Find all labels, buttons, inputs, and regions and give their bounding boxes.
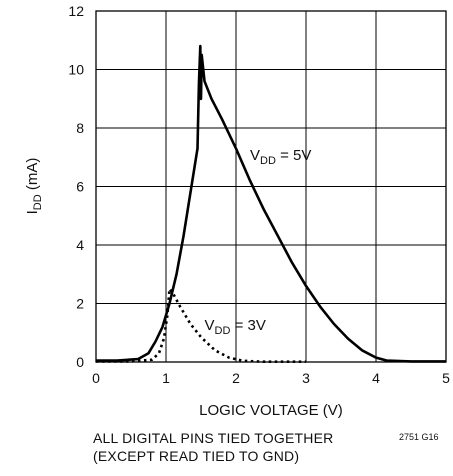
footnote-line-1: ALL DIGITAL PINS TIED TOGETHER [93,430,334,446]
x-tick-label-1: 1 [162,370,170,386]
y-axis-label: IDD (mA) [24,158,44,215]
y-tick-label-1: 2 [76,296,84,312]
footnote-line-2: (EXCEPT READ TIED TO GND) [93,448,300,464]
series-line-1 [96,287,306,363]
y-tick-label-2: 4 [76,237,84,253]
series-label-0: VDD = 5V [250,147,311,167]
series-label-1: VDD = 3V [205,317,266,337]
y-tick-label-4: 8 [76,120,84,136]
y-tick-label-5: 10 [68,62,84,78]
figure-code: 2751 G16 [399,432,439,442]
y-tick-label-0: 0 [76,354,84,370]
y-tick-label-6: 12 [68,3,84,19]
y-tick-label-3: 6 [76,179,84,195]
series-line-0 [96,44,446,363]
x-tick-label-0: 0 [92,370,100,386]
x-tick-label-2: 2 [232,370,240,386]
series-labels: VDD = 5V VDD = 3V [205,147,312,337]
footnote: ALL DIGITAL PINS TIED TOGETHER (EXCEPT R… [93,429,333,465]
x-tick-label-4: 4 [372,370,380,386]
x-tick-label-3: 3 [302,370,310,386]
x-tick-label-5: 5 [442,370,450,386]
x-axis-label: LOGIC VOLTAGE (V) [199,402,343,419]
series-group [96,44,446,363]
grid [96,11,446,362]
